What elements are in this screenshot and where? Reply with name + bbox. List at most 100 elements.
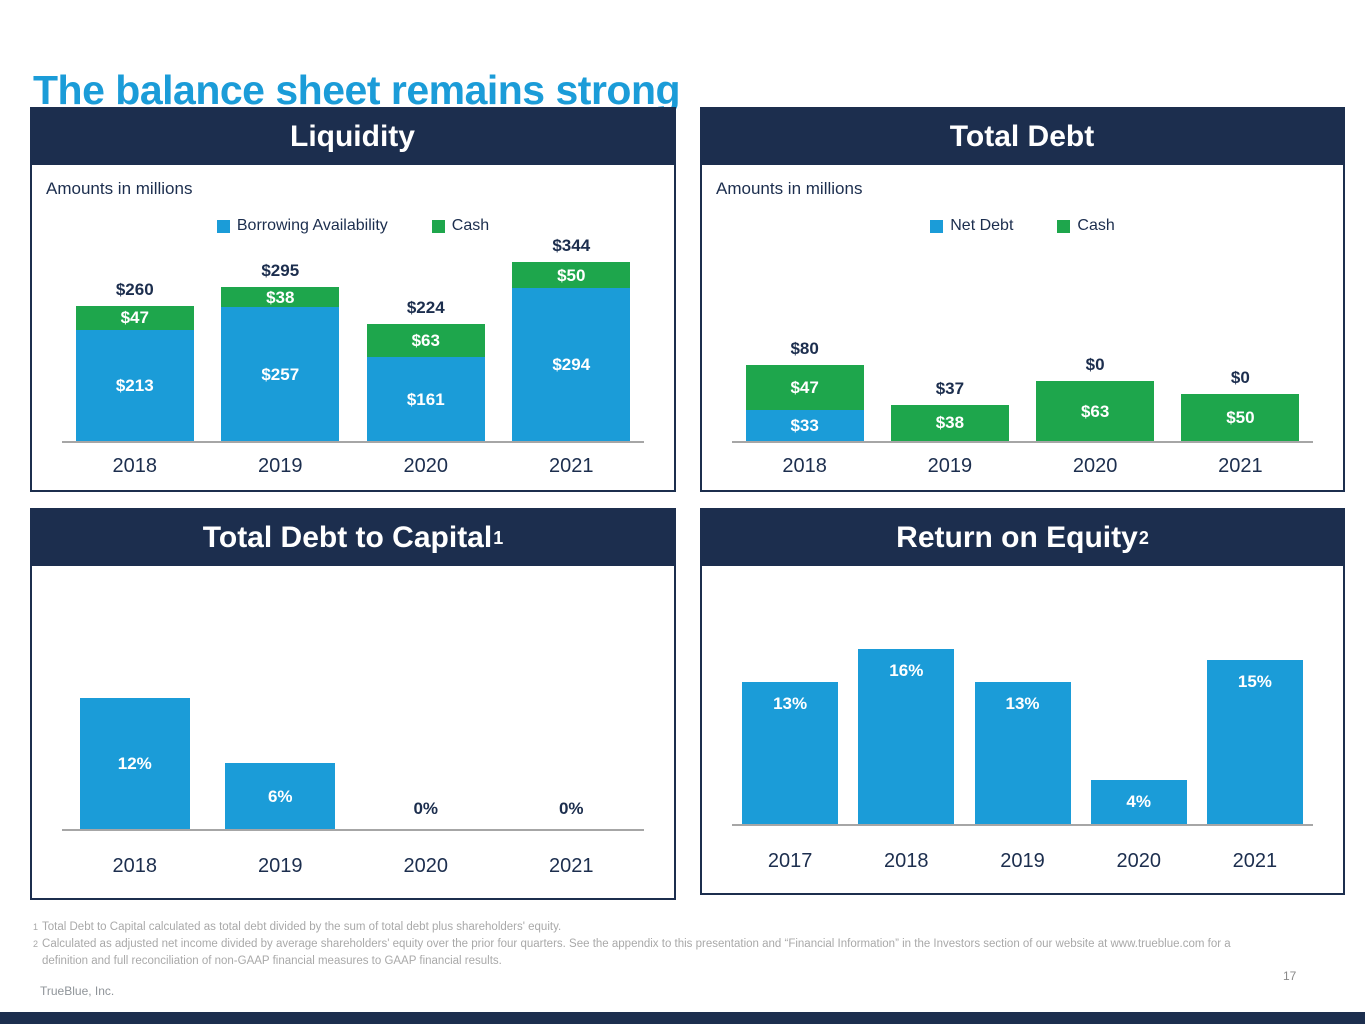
liquidity-bar-segment: $63 xyxy=(366,324,485,358)
total-debt-total-label: $37 xyxy=(935,378,965,398)
liquidity-column-2019: $257 $38 $295 xyxy=(208,251,354,441)
total-debt-column-2021: $50 $0 xyxy=(1168,251,1313,441)
return-on-equity-panel-header: Return on Equity 2 xyxy=(702,510,1343,566)
total-debt-bar-segment: $47 xyxy=(745,365,864,410)
return-on-equity-bar-segment: 4% xyxy=(1090,780,1187,824)
total-debt-bar-segment: $63 xyxy=(1036,381,1155,441)
liquidity-segment-value-label: $63 xyxy=(411,331,440,351)
total-debt-panel-header: Total Debt xyxy=(702,109,1343,165)
liquidity-panel-header: Liquidity xyxy=(32,109,674,165)
return-on-equity-column-2019: 13% xyxy=(964,594,1080,824)
total-debt-legend-label: Cash xyxy=(1077,217,1115,234)
return-on-equity-value-label: 13% xyxy=(1005,693,1040,713)
liquidity-column-2020: $161 $63 $224 xyxy=(353,251,499,441)
return-on-equity-bar-2018: 16% xyxy=(858,648,955,824)
page-title: The balance sheet remains strong xyxy=(33,67,681,114)
total-debt-to-capital-column-2019: 6% xyxy=(208,599,354,829)
return-on-equity-x-label-2017: 2017 xyxy=(767,850,813,872)
total-debt-to-capital-bar-segment: 6% xyxy=(225,763,336,829)
liquidity-column-2018: $213 $47 $260 xyxy=(62,251,208,441)
total-debt-segment-value-label: $63 xyxy=(1080,401,1110,421)
return-on-equity-x-label-2020: 2020 xyxy=(1116,850,1161,872)
footnote-2: 2 Calculated as adjusted net income divi… xyxy=(33,936,1251,969)
total-debt-x-label-2020: 2020 xyxy=(1072,455,1118,477)
borrowing-availability-swatch-icon xyxy=(216,219,230,233)
liquidity-bar-2019: $257 $38 xyxy=(221,287,340,441)
liquidity-bar-2018: $213 $47 xyxy=(75,305,194,441)
return-on-equity-bar-segment: 16% xyxy=(858,648,955,824)
total-debt-legend-item: Net Debt xyxy=(930,217,1013,235)
return-on-equity-value-label: 15% xyxy=(1237,671,1272,691)
return-on-equity-column-2017: 13% xyxy=(732,594,848,824)
total-debt-to-capital-value-label: 0% xyxy=(558,799,584,818)
footnotes: 1 Total Debt to Capital calculated as to… xyxy=(33,919,1251,969)
total-debt-chart-area: Amounts in millions Net Debt Cash $33 $47 $… xyxy=(702,165,1343,490)
total-debt-to-capital-x-label-2019: 2019 xyxy=(258,855,303,877)
total-debt-legend: Net Debt Cash xyxy=(702,217,1343,235)
return-on-equity-column-2021: 15% xyxy=(1197,594,1313,824)
total-debt-legend-label: Net Debt xyxy=(950,217,1014,234)
total-debt-segment-value-label: $47 xyxy=(790,377,819,397)
return-on-equity-column-2018: 16% xyxy=(848,594,964,824)
liquidity-legend-item: Cash xyxy=(431,217,490,235)
liquidity-legend-label: Borrowing Availability xyxy=(236,217,388,234)
total-debt-segment-value-label: $50 xyxy=(1226,407,1255,427)
return-on-equity-bar-2020: 4% xyxy=(1090,780,1187,824)
total-debt-bar-segment: $50 xyxy=(1181,393,1300,441)
return-on-equity-title-superscript: 2 xyxy=(1138,527,1149,548)
liquidity-x-label-2021: 2021 xyxy=(549,455,594,477)
total-debt-to-capital-value-label: 0% xyxy=(413,799,439,818)
total-debt-x-label-2018: 2018 xyxy=(782,455,827,477)
net-debt-swatch-icon xyxy=(930,219,944,233)
total-debt-total-label: $0 xyxy=(1085,355,1105,375)
liquidity-bar-segment: $213 xyxy=(75,330,194,441)
page-number: 17 xyxy=(1283,969,1297,983)
total-debt-to-capital-chart-area: 12% 6% 0% 0% 2018 2019 2020 2021 xyxy=(32,566,674,898)
return-on-equity-plot: 13% 16% 13% 4% 15% xyxy=(732,594,1313,826)
return-on-equity-value-label: 13% xyxy=(773,693,808,713)
return-on-equity-value-label: 4% xyxy=(1126,792,1151,812)
amounts-in-millions-note: Amounts in millions xyxy=(716,179,863,198)
return-on-equity-title: Return on Equity xyxy=(896,521,1138,554)
return-on-equity-bar-segment: 15% xyxy=(1206,659,1303,824)
total-debt-to-capital-bar-2019: 6% xyxy=(225,763,336,829)
liquidity-x-label-2018: 2018 xyxy=(112,455,158,477)
total-debt-panel: Total Debt Amounts in millions Net Debt C… xyxy=(700,107,1345,492)
total-debt-to-capital-plot: 12% 6% 0% 0% xyxy=(62,599,644,831)
liquidity-x-label-2020: 2020 xyxy=(403,455,449,477)
footnote-1: 1 Total Debt to Capital calculated as to… xyxy=(33,919,1251,936)
company-name: TrueBlue, Inc. xyxy=(40,984,115,998)
footnote-2-marker: 2 xyxy=(33,939,39,950)
liquidity-segment-value-label: $38 xyxy=(266,287,295,307)
total-debt-to-capital-column-2021: 0% xyxy=(499,599,645,829)
total-debt-column-2018: $33 $47 $80 xyxy=(732,251,877,441)
liquidity-segment-value-label: $257 xyxy=(261,364,300,384)
return-on-equity-column-2020: 4% xyxy=(1081,594,1197,824)
liquidity-bar-segment: $47 xyxy=(75,305,194,331)
liquidity-bar-segment: $257 xyxy=(221,307,340,441)
total-debt-bar-segment: $38 xyxy=(890,404,1009,441)
liquidity-bar-segment: $294 xyxy=(512,288,631,441)
total-debt-segment-value-label: $33 xyxy=(790,415,819,435)
total-debt-bar-segment: $33 xyxy=(745,409,864,441)
total-debt-to-capital-panel-header: Total Debt to Capital 1 xyxy=(32,510,674,566)
liquidity-legend: Borrowing Availability Cash xyxy=(32,217,674,235)
return-on-equity-bar-2017: 13% xyxy=(742,681,839,824)
total-debt-to-capital-value-label: 12% xyxy=(117,753,152,773)
total-debt-title: Total Debt xyxy=(949,120,1095,153)
total-debt-bar-2020: $63 xyxy=(1036,381,1155,441)
liquidity-legend-label: Cash xyxy=(451,217,490,234)
return-on-equity-x-label-2019: 2019 xyxy=(1000,850,1045,872)
footnote-1-marker: 1 xyxy=(33,922,39,932)
return-on-equity-bar-2019: 13% xyxy=(974,681,1071,824)
liquidity-segment-value-label: $294 xyxy=(552,355,591,374)
footnote-2-text: Calculated as adjusted net income divide… xyxy=(42,938,1231,967)
liquidity-bar-segment: $50 xyxy=(512,262,631,288)
footnote-1-text: Total Debt to Capital calculated as tota… xyxy=(42,921,562,933)
return-on-equity-bar-segment: 13% xyxy=(742,681,839,824)
total-debt-x-axis-labels: 2018 2019 2020 2021 xyxy=(732,455,1313,478)
total-debt-column-2019: $38 $37 xyxy=(877,251,1022,441)
liquidity-bar-2020: $161 $63 xyxy=(366,324,485,441)
return-on-equity-x-axis-labels: 2017 2018 2019 2020 2021 xyxy=(732,850,1313,873)
liquidity-segment-value-label: $50 xyxy=(557,265,586,285)
